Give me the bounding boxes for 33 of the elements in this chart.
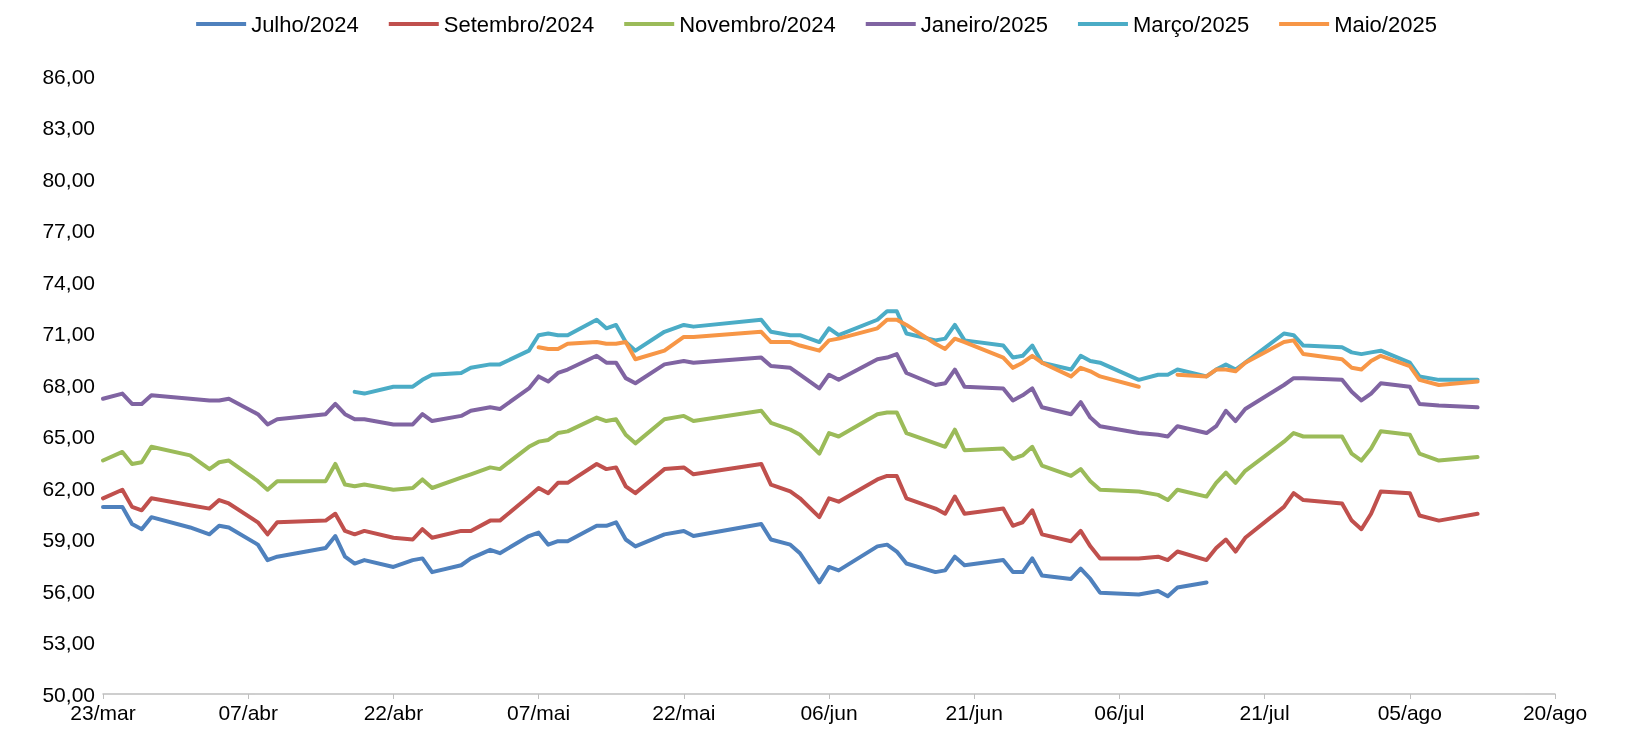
x-tick-label: 20/ago <box>1522 701 1588 724</box>
x-tick-label: 22/mai <box>652 701 716 724</box>
y-tick-label: 86,00 <box>42 64 95 88</box>
y-tick-label: 56,00 <box>42 579 95 603</box>
x-tick-label: 06/jul <box>1094 701 1145 724</box>
x-tick-label: 06/jun <box>800 701 858 724</box>
x-tick-label: 21/jul <box>1239 701 1290 724</box>
y-tick-label: 83,00 <box>42 116 95 139</box>
y-tick-label: 62,00 <box>42 476 95 500</box>
x-tick-label: 07/abr <box>218 701 278 724</box>
y-tick-label: 74,00 <box>42 270 95 294</box>
line-series <box>101 461 1480 563</box>
line-series <box>101 352 1480 439</box>
line-series <box>101 408 1480 503</box>
legend-label: Novembro/2024 <box>679 11 836 37</box>
y-tick-label: 68,00 <box>42 373 95 397</box>
y-tick-label: 71,00 <box>42 322 95 345</box>
x-tick-label: 22/abr <box>363 701 424 724</box>
y-tick-label: 77,00 <box>42 219 95 242</box>
line-series <box>352 309 1480 396</box>
legend-label: Janeiro/2025 <box>920 11 1048 37</box>
legend-label: Março/2025 <box>1132 11 1250 37</box>
y-tick-label: 80,00 <box>42 167 95 191</box>
x-tick-label: 21/jun <box>945 701 1003 724</box>
y-tick-label: 65,00 <box>42 425 95 448</box>
y-tick-label: 59,00 <box>42 528 95 551</box>
legend-label: Julho/2024 <box>251 11 359 37</box>
line-series <box>101 504 1209 599</box>
legend-label: Setembro/2024 <box>443 11 595 37</box>
x-tick-label: 07/mai <box>507 701 571 724</box>
y-tick-label: 53,00 <box>42 631 95 654</box>
legend-label: Maio/2025 <box>1334 11 1437 37</box>
x-tick-label: 05/ago <box>1377 701 1442 724</box>
